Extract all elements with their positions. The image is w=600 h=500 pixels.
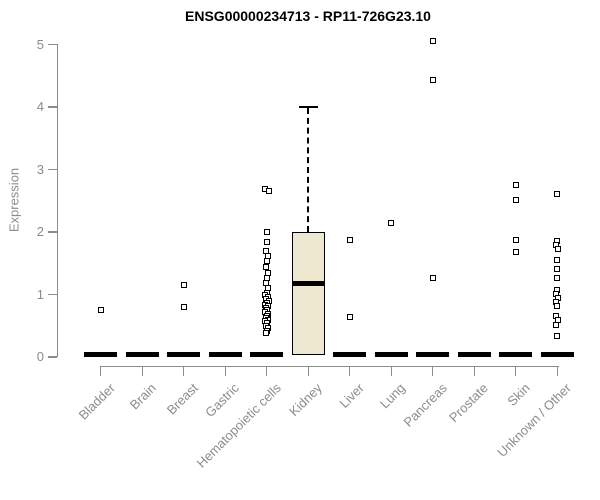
outlier-point [263,239,270,245]
median-line [291,280,325,286]
y-axis-tick [48,168,57,171]
outlier-point [512,249,519,255]
outlier-point [554,303,561,310]
chart-title: ENSG00000234713 - RP11-726G23.10 [185,8,431,24]
y-axis-label: Expression [6,167,22,233]
collapsed-box-median [540,351,574,357]
collapsed-box-median [84,351,118,357]
outlier-point [512,182,519,189]
x-axis-tick [100,366,102,376]
collapsed-box-median [208,351,242,357]
x-axis-tick [349,366,351,376]
outlier-point [264,252,271,259]
outlier-point [346,237,353,244]
outlier-point [554,265,561,272]
outlier-point [555,245,562,252]
whisker-cap [298,106,318,109]
x-axis-tick [307,366,309,376]
x-axis-tick [515,366,517,376]
x-axis-tick [224,366,226,376]
collapsed-box-median [416,351,450,357]
upper-whisker [307,108,310,232]
box-iqr [291,232,325,355]
y-tick-label: 5 [36,36,44,52]
outlier-point [554,274,561,281]
outlier-point [346,314,353,320]
collapsed-box-median [167,351,201,357]
y-axis-tick [48,43,57,46]
outlier-point [554,257,561,264]
x-axis-tick [390,366,392,376]
outlier-point [388,220,395,227]
outlier-point [262,330,269,337]
outlier-point [264,269,271,276]
outlier-point [97,307,104,314]
outlier-point [512,197,519,204]
outlier-point [429,38,436,45]
x-axis-tick [141,366,143,376]
outlier-point [263,229,270,235]
outlier-point [262,264,269,270]
y-tick-label: 1 [36,286,44,302]
y-axis-tick [48,293,57,296]
y-tick-label: 2 [36,224,44,239]
collapsed-box-median [499,351,533,357]
x-axis-tick [432,366,434,376]
x-axis-line [99,366,559,368]
outlier-point [265,187,272,194]
x-axis-tick [183,366,185,376]
outlier-point [429,77,436,84]
outlier-point [180,282,187,289]
outlier-point [263,258,270,265]
collapsed-box-median [250,351,284,357]
collapsed-box-median [457,351,491,357]
category-label: Unknown / Other [494,380,575,460]
y-tick-label: 4 [36,99,44,114]
outlier-point [512,237,519,244]
y-axis-tick [48,356,57,358]
x-axis-tick [556,366,558,376]
outlier-point [554,333,561,340]
outlier-point [554,190,561,197]
x-axis-tick [266,366,268,376]
y-axis-line [57,44,59,357]
collapsed-box-median [125,351,159,357]
collapsed-box-median [333,351,367,357]
y-axis-tick [48,106,57,108]
x-axis-tick [473,366,475,376]
outlier-point [429,275,436,282]
y-tick-label: 0 [36,349,44,364]
collapsed-box-median [374,351,408,357]
outlier-point [553,321,560,328]
outlier-point [180,304,187,310]
y-axis-tick [48,231,57,233]
y-tick-label: 3 [36,161,44,177]
